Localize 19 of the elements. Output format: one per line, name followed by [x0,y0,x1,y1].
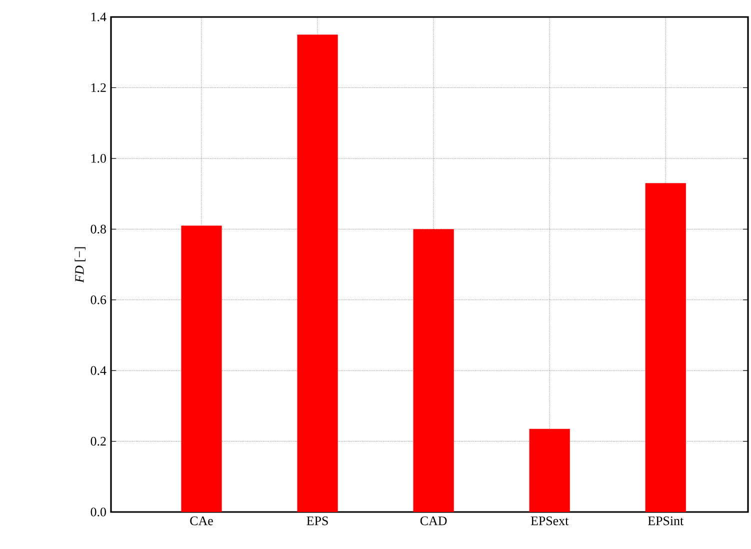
y-tick-label: 0.4 [90,366,106,375]
x-tick-label: EPSint [648,516,684,526]
y-tick-label: 1.2 [91,83,106,92]
bar [413,229,454,512]
x-tick-label: CAD [420,516,447,526]
y-tick-label: 1.0 [91,154,106,163]
y-tick-label: 1.4 [91,12,106,22]
y-tick-label: 0.6 [90,295,106,304]
bar [529,428,570,512]
y-tick-label: 0.8 [90,224,106,234]
y-tick-label: 0.0 [90,508,106,516]
y-tick-label: 0.2 [90,436,106,446]
y-axis-title: FD [−] [74,247,86,283]
bar [297,34,338,512]
bar [645,183,686,512]
bar [181,226,222,512]
x-tick-label: EPSext [530,516,569,526]
x-tick-label: EPS [306,516,328,526]
x-tick-label: CAe [190,516,213,526]
